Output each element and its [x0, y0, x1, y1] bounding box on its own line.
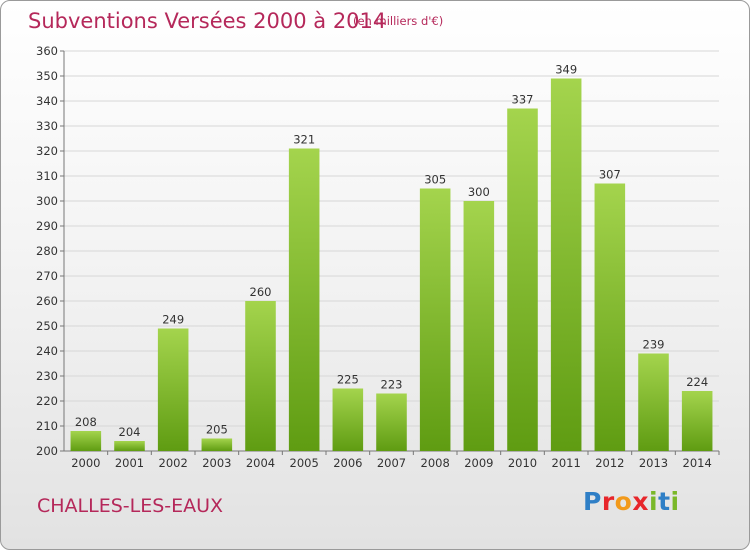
data-label: 224 — [686, 375, 708, 389]
x-tick-label: 2006 — [333, 456, 362, 470]
y-tick-label: 340 — [36, 94, 58, 108]
y-tick-label: 250 — [36, 319, 58, 333]
data-label: 300 — [468, 185, 490, 199]
data-label: 337 — [512, 93, 534, 107]
data-label: 205 — [206, 423, 228, 437]
data-label: 223 — [381, 378, 403, 392]
y-tick-label: 280 — [36, 244, 58, 258]
y-tick-label: 350 — [36, 69, 58, 83]
logo-letter: i — [670, 487, 680, 516]
bar — [288, 148, 320, 451]
location-name: CHALLES-LES-EAUX — [37, 495, 224, 517]
data-label: 225 — [337, 373, 359, 387]
data-label: 321 — [293, 133, 315, 147]
y-tick-label: 310 — [36, 169, 58, 183]
x-tick-label: 2014 — [683, 456, 712, 470]
x-tick-label: 2000 — [71, 456, 100, 470]
y-tick-label: 240 — [36, 344, 58, 358]
bar — [70, 431, 102, 451]
x-tick-label: 2003 — [202, 456, 231, 470]
logo-letter: x — [632, 487, 649, 516]
logo-letter: o — [614, 487, 633, 516]
data-label: 208 — [75, 415, 97, 429]
x-tick-label: 2002 — [159, 456, 188, 470]
data-label: 305 — [424, 173, 446, 187]
y-tick-label: 230 — [36, 369, 58, 383]
bar — [681, 391, 713, 451]
bar — [638, 353, 669, 451]
bar — [550, 78, 582, 451]
bars — [70, 78, 713, 451]
bar — [419, 188, 451, 451]
data-label: 204 — [119, 425, 141, 439]
bar — [376, 393, 407, 451]
y-tick-label: 300 — [36, 194, 58, 208]
y-tick-label: 220 — [36, 394, 58, 408]
y-tick-label: 260 — [36, 294, 58, 308]
chart-title: Subventions Versées 2000 à 2014 — [28, 9, 387, 33]
y-tick-label: 330 — [36, 119, 58, 133]
bar — [201, 438, 233, 451]
data-label: 307 — [599, 168, 621, 182]
data-label: 260 — [250, 285, 272, 299]
logo-letter: P — [583, 487, 602, 516]
bar — [157, 328, 189, 451]
y-tick-label: 360 — [36, 44, 58, 58]
logo-letter: r — [601, 487, 615, 516]
data-labels: 208 204 249 205 260 321 225 223 305 300 337 349 307 2… — [75, 63, 708, 440]
x-tick-label: 2008 — [421, 456, 450, 470]
y-tick-label: 290 — [36, 219, 58, 233]
data-label: 249 — [162, 313, 184, 327]
bar — [594, 183, 626, 451]
bar — [114, 441, 145, 451]
x-tick-label: 2011 — [552, 456, 581, 470]
x-tick-label: 2013 — [639, 456, 668, 470]
x-tick-labels: 2000 2001 2002 2003 2004 2005 2006 2007 2008 2009… — [71, 456, 712, 470]
bar — [332, 388, 364, 451]
x-tick-label: 2005 — [290, 456, 319, 470]
proxiti-logo: Proxiti — [583, 487, 680, 516]
data-label: 349 — [555, 63, 577, 77]
x-tick-label: 2009 — [464, 456, 493, 470]
bar — [507, 108, 538, 451]
x-tick-label: 2007 — [377, 456, 406, 470]
y-tick-label: 270 — [36, 269, 58, 283]
logo-letter: t — [658, 487, 671, 516]
x-tick-label: 2012 — [595, 456, 624, 470]
y-tick-label: 200 — [36, 444, 58, 458]
chart-unit: (en milliers d'€) — [353, 14, 444, 28]
x-tick-label: 2001 — [115, 456, 144, 470]
x-tick-label: 2010 — [508, 456, 537, 470]
data-label: 239 — [643, 338, 665, 352]
y-tick-label: 320 — [36, 144, 58, 158]
bar — [245, 301, 276, 451]
logo-letter: i — [649, 487, 659, 516]
x-tick-label: 2004 — [246, 456, 275, 470]
y-tick-label: 210 — [36, 419, 58, 433]
bar — [463, 201, 495, 451]
y-tick-labels: 200 210 220 230 240 250 260 270 280 290 300 310 320 3… — [36, 44, 58, 458]
